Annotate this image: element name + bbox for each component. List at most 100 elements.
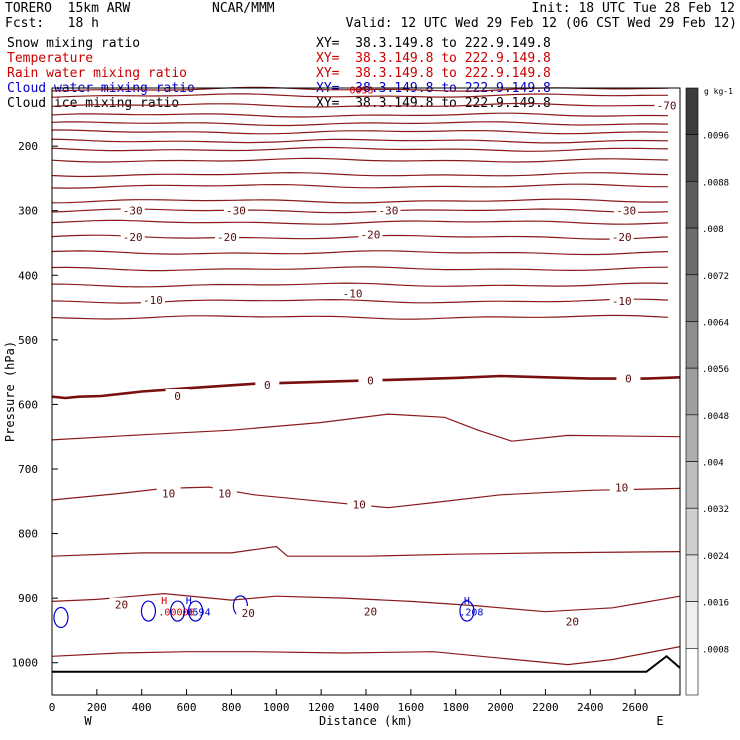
colorbar-swatch <box>685 461 699 509</box>
colorbar-swatch <box>685 321 699 369</box>
y-tick-label: 500 <box>18 334 38 347</box>
x-tick-label: 1400 <box>353 701 380 714</box>
isotherm-label: -10 <box>612 295 632 308</box>
max-label: .0594 <box>180 608 210 619</box>
cloud-water-contour <box>140 600 157 622</box>
isotherm-label: 20 <box>242 607 255 620</box>
y-tick-label: 200 <box>18 140 38 153</box>
valid-time: Valid: 12 UTC Wed 29 Feb 12 (06 CST Wed … <box>345 16 737 31</box>
colorbar-tick-label: .0024 <box>702 552 729 562</box>
contour-label-bg <box>616 371 641 384</box>
x-end-label-left: W <box>84 714 92 728</box>
isotherm-label: 20 <box>566 615 579 628</box>
x-tick-label: 1200 <box>308 701 335 714</box>
isotherm-line <box>51 102 669 108</box>
isotherm-line <box>51 157 669 163</box>
isotherm-label: 0 <box>367 375 374 388</box>
colorbar-tick-label: .0064 <box>702 318 729 328</box>
y-tick-label: 300 <box>18 205 38 218</box>
x-tick-label: 600 <box>177 701 197 714</box>
y-tick-label: 800 <box>18 528 38 541</box>
y-tick-label: 1000 <box>12 657 39 670</box>
contour-label-bg <box>560 614 585 627</box>
freezing-isotherm <box>51 374 681 400</box>
isotherm-line <box>51 129 669 135</box>
colorbar-swatch <box>685 554 699 602</box>
colorbar-tick-label: .0056 <box>702 365 729 375</box>
isotherm-label: 10 <box>353 499 366 512</box>
terrain-line <box>52 654 681 673</box>
x-tick-label: 1600 <box>398 701 425 714</box>
contour-label-bg <box>376 203 401 216</box>
isotherm-label: -30 <box>378 205 398 218</box>
x-end-label-right: E <box>656 714 663 728</box>
contour-label-bg <box>654 98 679 111</box>
isotherm-label: 0 <box>264 379 271 392</box>
isotherm-line <box>51 219 669 225</box>
colorbar-tick-label: .0008 <box>702 645 729 655</box>
contour-label-bg <box>214 230 239 243</box>
field-label-temperature: Temperature <box>7 51 94 66</box>
isotherm-label: -70 <box>657 99 677 112</box>
isotherm-label: 20 <box>364 606 377 619</box>
isotherm-line <box>51 183 668 189</box>
colorbar-tick-label: .0072 <box>702 272 729 282</box>
y-tick-label: 600 <box>18 398 38 411</box>
field-label-cloud-ice: Cloud ice mixing ratio <box>7 96 180 111</box>
field-label-rain: Rain water mixing ratio <box>7 66 188 81</box>
colorbar-swatch <box>685 601 699 649</box>
colorbar-swatch <box>685 648 699 696</box>
max-label: H <box>186 596 192 607</box>
isotherm-line <box>51 171 669 178</box>
y-tick-label: 400 <box>18 269 38 282</box>
x-axis-label: Distance (km) <box>319 714 413 728</box>
colorbar-swatch <box>685 87 699 135</box>
contour-label-bg <box>614 203 639 216</box>
init-time: Init: 18 UTC Tue 28 Feb 12 <box>531 1 736 16</box>
colorbar-tick-label: .0048 <box>702 412 729 422</box>
colorbar-tick-label: .004 <box>702 459 724 469</box>
isotherm-line <box>51 121 669 127</box>
contour-label-bg <box>165 389 190 402</box>
isotherm-label: 0 <box>174 390 181 403</box>
field-xy-snow: XY= 38.3.149.8 to 222.9.149.8 <box>316 36 551 51</box>
colorbar-unit: g kg-1 <box>704 87 733 96</box>
contour-label-bg <box>358 604 383 617</box>
contour-label-bg <box>358 227 383 240</box>
isotherm-label: -20 <box>361 229 381 242</box>
field-xy-temperature: XY= 38.3.149.8 to 222.9.149.8 <box>316 51 551 66</box>
isotherm-label: -30 <box>123 205 143 218</box>
isotherm-label: -10 <box>343 287 363 300</box>
colorbar-tick-label: .0032 <box>702 505 729 515</box>
x-tick-label: 2200 <box>532 701 559 714</box>
y-axis-label: Pressure (hPa) <box>3 341 17 442</box>
isotherm-line <box>51 198 669 204</box>
field-label-cloud-water: Cloud water mixing ratio <box>7 81 195 96</box>
isotherm-label: 10 <box>162 488 175 501</box>
center-title: NCAR/MMM <box>212 1 275 16</box>
max-label: .208 <box>459 608 483 619</box>
contour-label-bg <box>358 373 383 386</box>
contour-label-bg <box>109 597 134 610</box>
colorbar-swatch <box>685 507 699 556</box>
colorbar-swatch <box>685 414 699 462</box>
colorbar-swatch <box>685 274 699 322</box>
max-label: H <box>464 596 470 607</box>
colorbar-swatch <box>685 227 699 276</box>
cloud-water-contour <box>459 600 475 622</box>
y-tick-label: 900 <box>18 592 38 605</box>
x-tick-label: 2600 <box>622 701 649 714</box>
isotherm-line <box>51 314 669 320</box>
colorbar-swatch <box>685 367 699 416</box>
y-tick-label: 700 <box>18 463 38 476</box>
x-tick-label: 400 <box>132 701 152 714</box>
contour-label-bg <box>120 203 145 216</box>
field-xy-rain: XY= 38.3.149.8 to 222.9.149.8 <box>316 66 551 81</box>
x-tick-label: 2400 <box>577 701 604 714</box>
contour-label-bg <box>347 497 372 510</box>
max-label: .00006 <box>158 608 194 619</box>
isotherm-line <box>51 112 669 118</box>
max-label: 0053 <box>349 85 373 96</box>
isotherm-label: -30 <box>616 205 636 218</box>
